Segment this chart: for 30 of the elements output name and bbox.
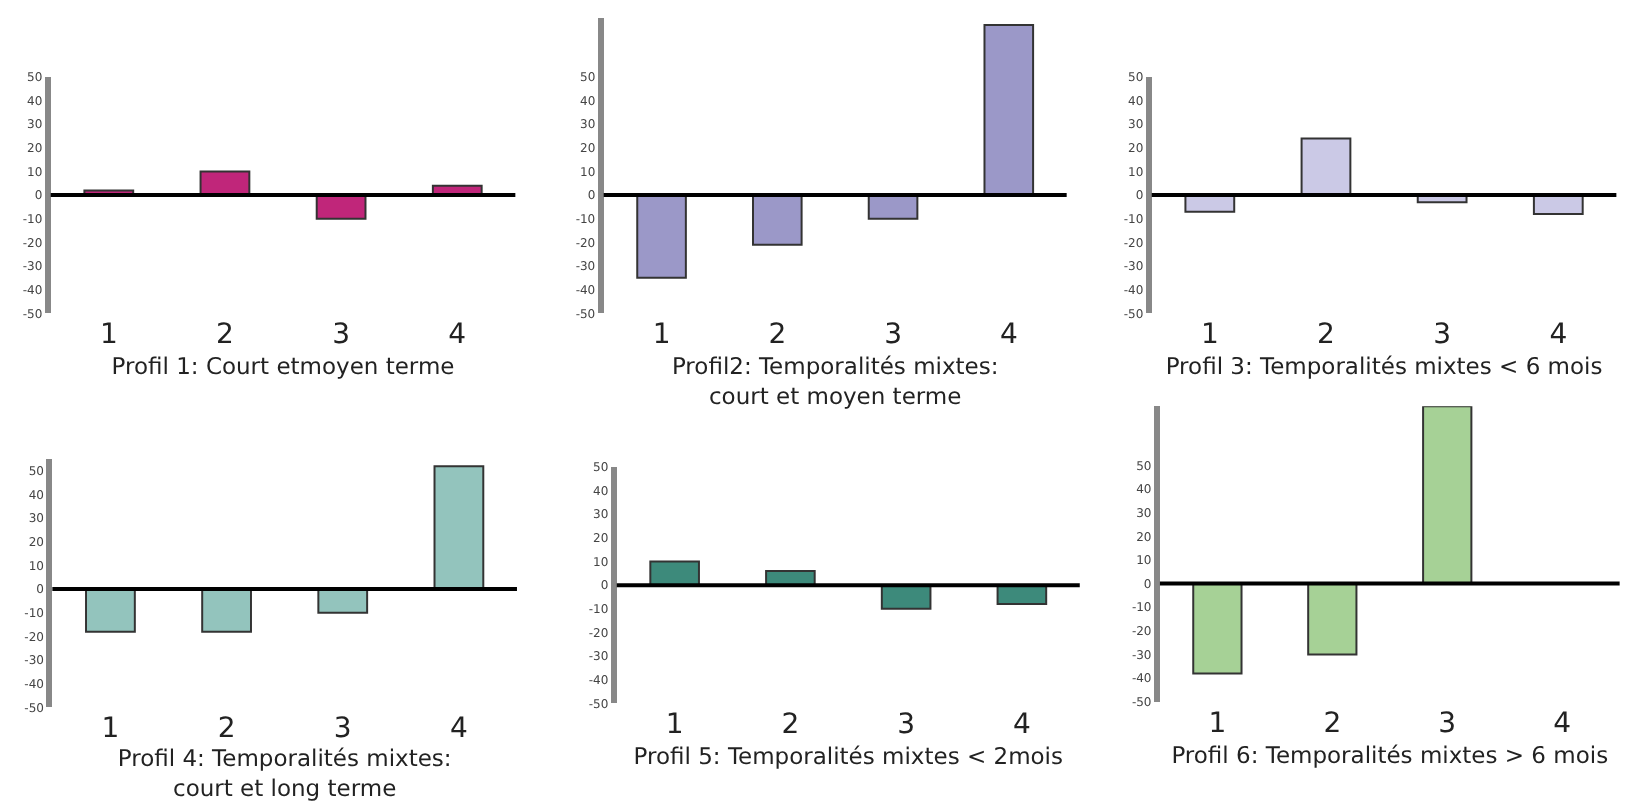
x-axis-title: Profil 6: Temporalités mixtes > 6 mois bbox=[1171, 740, 1609, 769]
x-tick-label: 2 bbox=[1323, 707, 1342, 740]
x-axis-title: Profil2: Temporalités mixtes: court et moyen terme bbox=[671, 352, 999, 411]
x-axis-title: Profil 3: Temporalités mixtes < 6 mois bbox=[1165, 352, 1603, 381]
x-tick-label: 2 bbox=[217, 713, 236, 746]
x-tick-label: 1 bbox=[101, 713, 120, 746]
x-axis-title: Profil 4: Temporalités mixtes: court et long terme bbox=[117, 744, 452, 802]
x-tick-label: 1 bbox=[652, 319, 671, 352]
x-tick-label: 4 bbox=[1012, 709, 1031, 742]
x-tick-label: 3 bbox=[897, 709, 916, 742]
x-tick-label: 2 bbox=[1317, 319, 1335, 352]
x-tick-label: 4 bbox=[448, 319, 467, 352]
x-tick-label: 3 bbox=[332, 319, 351, 352]
x-tick-label: 2 bbox=[781, 709, 800, 742]
x-tick-label: 4 bbox=[1553, 707, 1572, 740]
x-tick-label: 3 bbox=[1433, 319, 1452, 352]
x-tick-label: 4 bbox=[1549, 319, 1568, 352]
x-tick-label: 1 bbox=[665, 709, 684, 742]
x-tick-label: 3 bbox=[333, 713, 352, 746]
x-tick-label: 1 bbox=[1208, 707, 1227, 740]
x-tick-label: 3 bbox=[884, 319, 902, 352]
x-tick-label: 4 bbox=[449, 713, 468, 746]
x-tick-label: 4 bbox=[999, 319, 1018, 352]
x-axis-title: Profil 1: Court etmoyen terme bbox=[111, 352, 455, 381]
x-tick-label: 1 bbox=[1200, 319, 1219, 352]
x-tick-label: 3 bbox=[1438, 707, 1457, 740]
x-tick-label: 2 bbox=[216, 319, 234, 352]
x-axis-title: Profil 5: Temporalités mixtes < 2mois bbox=[633, 742, 1064, 771]
x-tick-label: 2 bbox=[768, 319, 787, 352]
x-tick-label: 1 bbox=[99, 319, 118, 352]
